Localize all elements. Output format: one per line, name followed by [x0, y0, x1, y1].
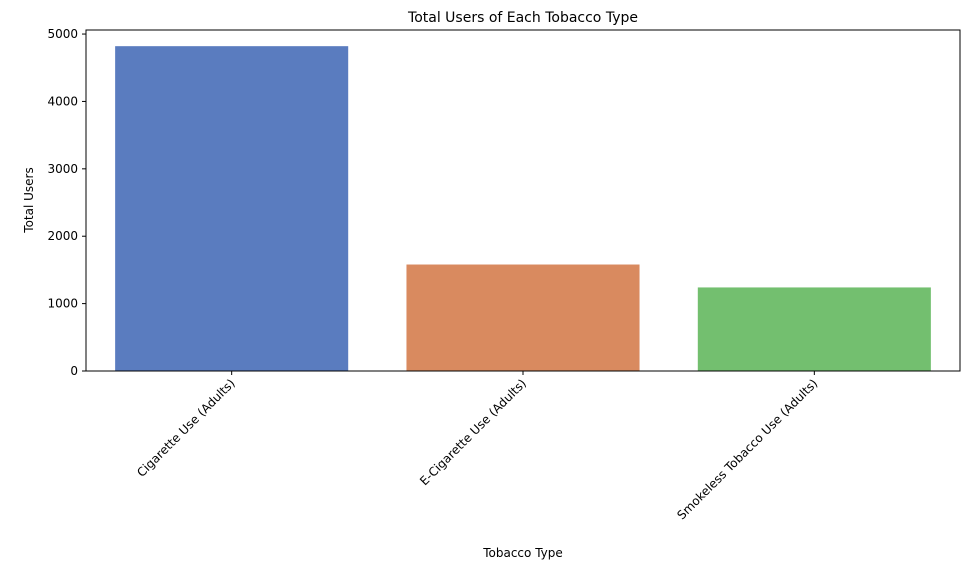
- bar-1: [406, 264, 640, 371]
- x-axis-ticks: Cigarette Use (Adults) E-Cigarette Use (A…: [134, 371, 820, 522]
- y-axis-label: Total Users: [22, 167, 36, 233]
- bar-2: [697, 287, 931, 371]
- y-tick-label: 5000: [47, 27, 78, 41]
- y-tick-label: 3000: [47, 162, 78, 176]
- y-tick-label: 2000: [47, 229, 78, 243]
- y-axis-ticks: 0 1000 2000 3000 4000 5000: [47, 27, 86, 378]
- bars-group: [115, 46, 931, 371]
- y-tick-label: 0: [70, 364, 78, 378]
- y-tick-label: 1000: [47, 297, 78, 311]
- plot-frame: [85, 29, 961, 372]
- x-axis-label: Tobacco Type: [482, 546, 563, 560]
- y-tick-label: 4000: [47, 94, 78, 108]
- bar-0: [115, 46, 349, 371]
- chart-title: Total Users of Each Tobacco Type: [407, 10, 638, 26]
- x-tick-label: Cigarette Use (Adults): [134, 376, 238, 480]
- x-tick-label: Smokeless Tobacco Use (Adults): [674, 376, 820, 522]
- x-tick-label: E-Cigarette Use (Adults): [417, 376, 529, 488]
